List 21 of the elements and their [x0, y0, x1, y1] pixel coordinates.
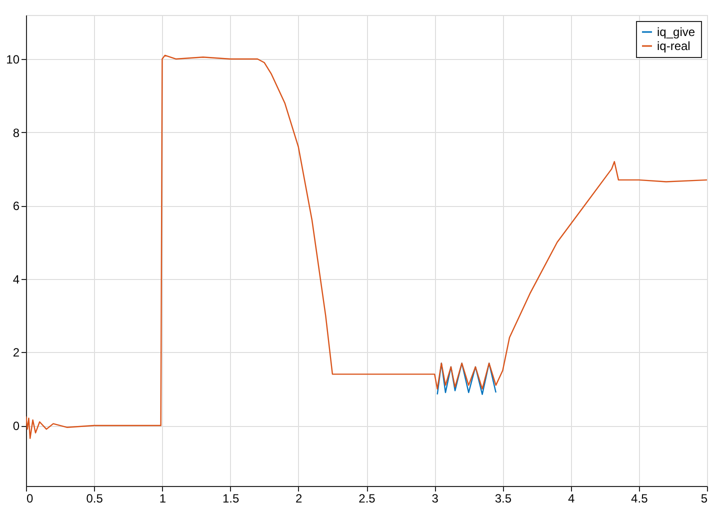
- y-tick-label: 0: [12, 419, 20, 434]
- y-tick-label: 6: [12, 199, 20, 214]
- x-tick-label: 4: [568, 492, 575, 506]
- legend-label: iq-real: [657, 39, 690, 53]
- line-series: [436, 362, 496, 395]
- x-tick-label: 0.5: [86, 492, 104, 506]
- x-tick-label: 2: [296, 492, 303, 506]
- y-tick-label: 10: [6, 52, 20, 66]
- y-tick-label: 4: [12, 272, 20, 286]
- legend-label: iq_give: [657, 25, 696, 39]
- x-tick-label: 1: [159, 492, 166, 506]
- y-tick-label: 8: [12, 126, 20, 140]
- x-tick-label: 0: [26, 492, 34, 506]
- x-tick-label: 4.5: [631, 492, 648, 506]
- x-tick-label: 3.5: [494, 492, 512, 506]
- x-tick-label: 1.5: [222, 492, 240, 506]
- x-tick-label: 2.5: [358, 492, 376, 506]
- x-tick-label: 3: [432, 492, 439, 506]
- x-tick-label: 5: [700, 492, 708, 506]
- line-series: [26, 54, 707, 439]
- y-tick-label: 2: [12, 346, 20, 360]
